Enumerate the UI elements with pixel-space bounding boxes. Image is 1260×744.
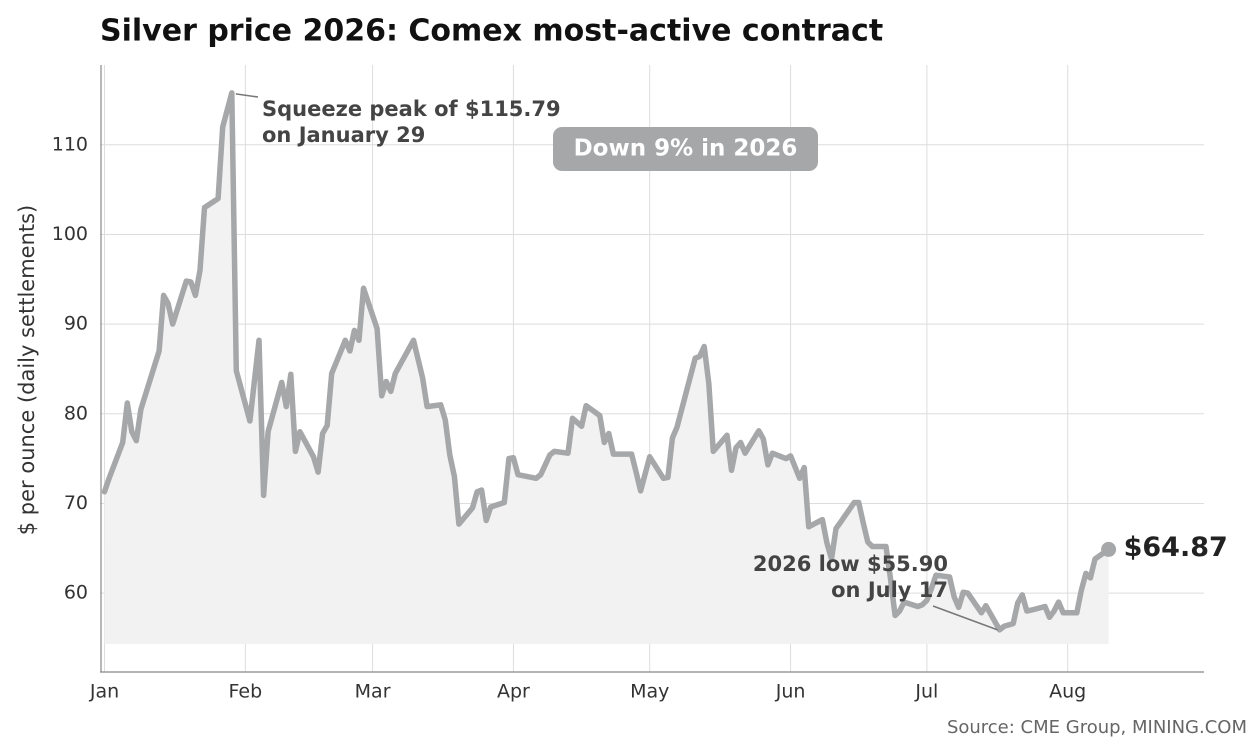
y-tick-label: 70 [64, 492, 88, 514]
end-label: $64.87 [1124, 532, 1228, 563]
x-tick-label: Mar [355, 681, 391, 703]
annotation: Squeeze peak of $115.79 [262, 97, 561, 121]
y-tick-label: 100 [52, 223, 88, 245]
x-tick-label: May [630, 681, 669, 703]
y-tick-label: 110 [52, 133, 88, 155]
y-axis-label: $ per ounce (daily settlements) [15, 205, 39, 536]
x-tick-label: Jan [89, 681, 119, 703]
x-tick-label: Feb [229, 681, 263, 703]
badge: Down 9% in 2026 [574, 136, 798, 162]
chart-title: Silver price 2026: Comex most-active con… [100, 14, 883, 49]
x-tick-label: Jun [775, 681, 806, 703]
annotation: on January 29 [262, 123, 425, 147]
y-tick-label: 80 [64, 402, 88, 424]
source: Source: CME Group, MINING.COM [947, 717, 1247, 738]
y-tick-label: 60 [64, 582, 88, 604]
x-tick-label: Apr [497, 681, 530, 703]
leader-line [932, 605, 998, 631]
annotation: 2026 low $55.90 [753, 552, 948, 576]
badge-box [553, 127, 818, 171]
y-tick-label: 90 [64, 313, 88, 335]
leader-line [235, 93, 259, 98]
x-tick-label: Jul [914, 681, 938, 703]
annotation: on July 17 [831, 578, 948, 602]
line [101, 90, 1112, 633]
end-point [1101, 541, 1117, 557]
x-tick-label: Aug [1049, 681, 1086, 703]
